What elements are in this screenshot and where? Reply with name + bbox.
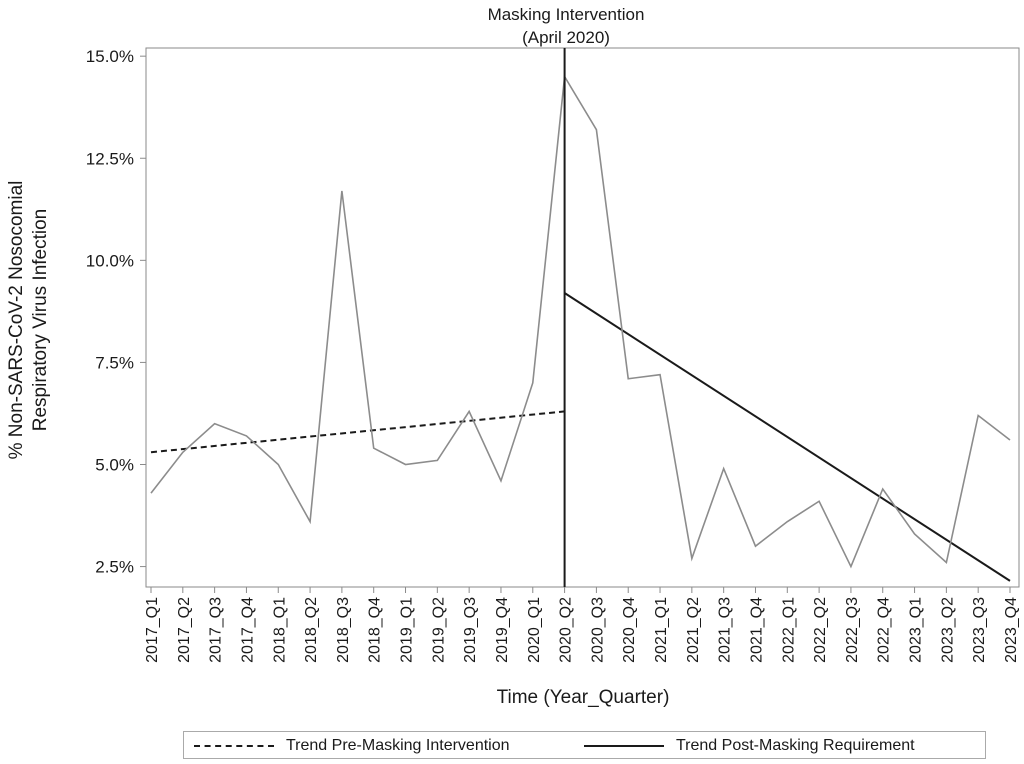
legend-item-pre-trend: Trend Pre-Masking Intervention xyxy=(194,736,510,756)
x-tick-label: 2017_Q1 xyxy=(144,597,161,663)
y-tick-label: 5.0% xyxy=(95,456,134,475)
legend-label-post-trend: Trend Post-Masking Requirement xyxy=(676,737,915,754)
trend-line-pre-masking xyxy=(150,410,565,454)
y-axis-title-line2: Respiratory Virus Infection xyxy=(30,209,51,431)
x-tick-label: 2017_Q2 xyxy=(176,597,193,663)
x-tick-label: 2018_Q3 xyxy=(335,597,352,663)
y-tick-label: 12.5% xyxy=(86,149,134,168)
x-tick-label: 2019_Q3 xyxy=(462,597,479,663)
legend-label-pre-trend: Trend Pre-Masking Intervention xyxy=(286,737,510,754)
x-tick-label: 2020_Q2 xyxy=(558,597,575,663)
x-tick-label: 2022_Q4 xyxy=(876,597,893,663)
x-tick-label: 2017_Q4 xyxy=(239,597,256,663)
x-tick-label: 2017_Q3 xyxy=(208,597,225,663)
x-tick-label: 2021_Q4 xyxy=(748,597,765,663)
x-axis: 2017_Q1 2017_Q2 2017_Q3 2017_Q4 2018_Q1 2018_… xyxy=(144,587,1020,663)
x-tick-label: 2023_Q3 xyxy=(971,597,988,663)
x-tick-label: 2021_Q1 xyxy=(653,597,670,663)
trend-line-post-masking xyxy=(564,292,1011,582)
y-axis: 2.5% 5.0% 7.5% 10.0% 12.5% 15.0% xyxy=(86,47,146,577)
legend-swatch-solid xyxy=(584,745,664,747)
x-tick-label: 2022_Q1 xyxy=(780,597,797,663)
x-tick-label: 2019_Q2 xyxy=(430,597,447,663)
y-tick-label: 2.5% xyxy=(95,558,134,577)
legend-swatch-dashed xyxy=(194,745,274,747)
y-tick-label: 10.0% xyxy=(86,251,134,270)
x-tick-label: 2023_Q4 xyxy=(1003,597,1020,663)
x-tick-label: 2019_Q1 xyxy=(399,597,416,663)
legend: Trend Pre-Masking Intervention Trend Pos… xyxy=(183,731,986,759)
x-tick-label: 2018_Q2 xyxy=(303,597,320,663)
x-tick-label: 2020_Q4 xyxy=(621,597,638,663)
series-lines xyxy=(150,74,1011,569)
plot-area-frame xyxy=(145,47,1020,588)
intervention-annotation-title: Masking Intervention xyxy=(488,5,645,24)
x-tick-label: 2020_Q3 xyxy=(589,597,606,663)
x-tick-label: 2023_Q1 xyxy=(908,597,925,663)
y-axis-title: % Non-SARS-CoV-2 Nosocomial Respiratory … xyxy=(6,181,51,460)
x-tick-label: 2021_Q3 xyxy=(717,597,734,663)
y-axis-title-line1: % Non-SARS-CoV-2 Nosocomial xyxy=(6,181,27,460)
x-tick-label: 2020_Q1 xyxy=(526,597,543,663)
intervention-annotation-date: (April 2020) xyxy=(522,28,610,47)
x-tick-label: 2018_Q1 xyxy=(271,597,288,663)
legend-item-post-trend: Trend Post-Masking Requirement xyxy=(584,736,915,756)
trend-lines xyxy=(150,292,1011,582)
x-axis-title: Time (Year_Quarter) xyxy=(497,687,670,708)
series-line xyxy=(150,74,1011,569)
x-tick-label: 2022_Q3 xyxy=(844,597,861,663)
x-tick-label: 2023_Q2 xyxy=(939,597,956,663)
y-tick-label: 15.0% xyxy=(86,47,134,66)
x-tick-label: 2021_Q2 xyxy=(685,597,702,663)
x-tick-label: 2018_Q4 xyxy=(367,597,384,663)
y-tick-label: 7.5% xyxy=(95,353,134,372)
x-tick-label: 2022_Q2 xyxy=(812,597,829,663)
x-tick-label: 2019_Q4 xyxy=(494,597,511,663)
line-chart: Masking Intervention (April 2020) % Non-… xyxy=(6,5,1020,708)
